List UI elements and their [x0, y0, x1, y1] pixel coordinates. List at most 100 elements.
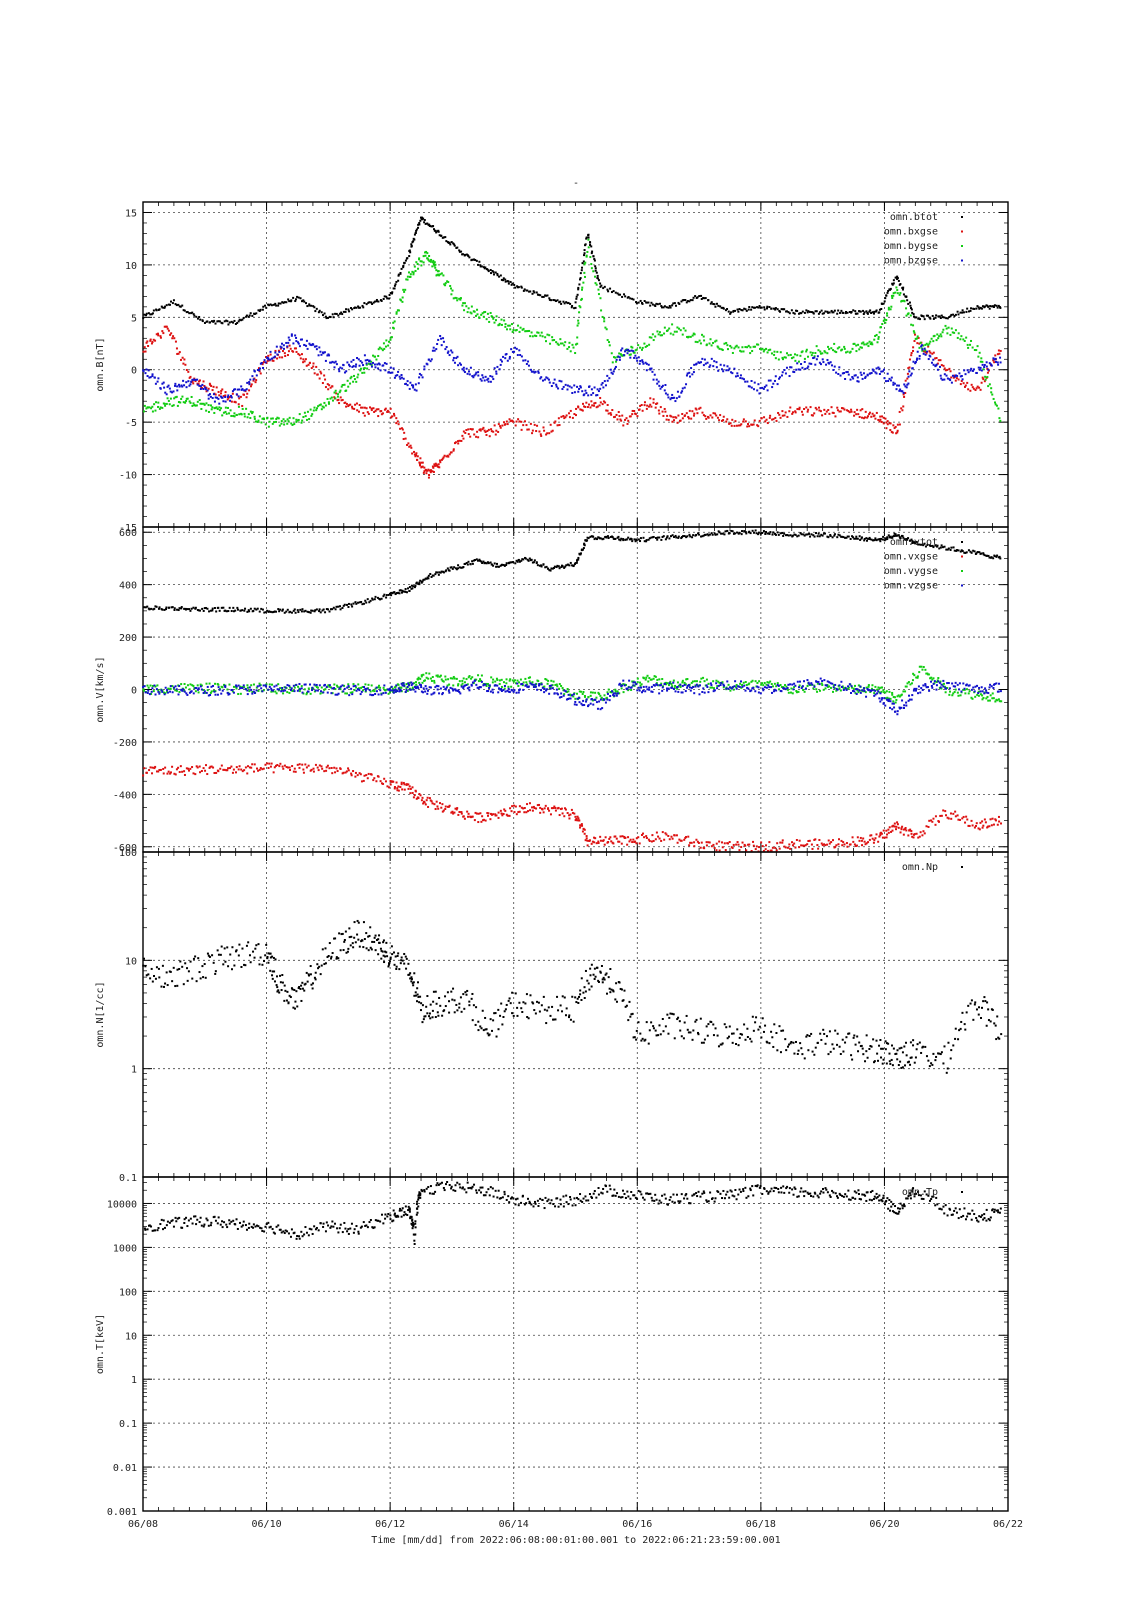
data-point — [376, 596, 379, 599]
data-point — [723, 842, 726, 845]
data-point — [560, 807, 563, 810]
data-point — [452, 356, 455, 359]
data-point — [878, 835, 881, 838]
data-point — [872, 369, 875, 372]
data-point — [827, 311, 830, 314]
data-point — [464, 253, 467, 256]
data-point — [405, 382, 408, 385]
data-point — [192, 606, 195, 609]
data-point — [282, 418, 285, 421]
data-point — [229, 399, 232, 402]
data-point — [659, 334, 662, 337]
y-tick-label: 200 — [119, 633, 137, 644]
data-point — [846, 350, 849, 353]
data-point — [962, 338, 965, 341]
data-point — [807, 310, 810, 313]
data-point — [175, 347, 178, 350]
data-point — [439, 571, 442, 574]
data-point — [582, 827, 585, 830]
data-point — [817, 312, 820, 315]
data-point — [429, 260, 432, 263]
data-point — [870, 538, 873, 541]
data-point — [370, 363, 373, 366]
data-point — [173, 337, 176, 340]
data-point — [254, 381, 257, 384]
data-point — [968, 824, 971, 827]
data-point — [787, 534, 790, 537]
data-point — [716, 533, 719, 536]
data-point — [808, 839, 811, 842]
data-point — [277, 683, 280, 686]
data-point — [885, 319, 888, 322]
data-point — [762, 350, 765, 353]
data-point — [225, 319, 228, 322]
data-point — [533, 423, 536, 426]
data-point — [406, 275, 409, 278]
data-point — [237, 405, 240, 408]
data-point — [712, 341, 715, 344]
data-point — [794, 411, 797, 414]
data-point — [581, 548, 584, 551]
data-point — [541, 379, 544, 382]
data-point — [737, 346, 740, 349]
data-point — [390, 594, 393, 597]
data-point — [663, 305, 666, 308]
data-point — [889, 308, 892, 311]
data-point — [887, 290, 890, 293]
data-point — [990, 556, 993, 559]
data-point — [471, 428, 474, 431]
data-point — [774, 846, 777, 849]
data-point — [902, 393, 905, 396]
data-point — [647, 838, 650, 841]
panel-1: -15-10-5051015omn.B[nT]omn.btotomn.bxgse… — [95, 201, 1009, 534]
data-point — [884, 417, 887, 420]
data-point — [350, 307, 353, 310]
data-point — [382, 297, 385, 300]
data-point — [908, 370, 911, 373]
data-point — [590, 400, 593, 403]
data-point — [173, 772, 176, 775]
data-point — [690, 841, 693, 844]
data-point — [832, 411, 835, 414]
data-point — [768, 306, 771, 309]
data-point — [334, 771, 337, 774]
data-point — [938, 315, 941, 318]
data-point — [978, 828, 981, 831]
data-point — [175, 304, 178, 307]
data-point — [932, 317, 935, 320]
data-point — [999, 419, 1002, 422]
data-point — [856, 312, 859, 315]
data-point — [324, 378, 327, 381]
data-point — [698, 361, 701, 364]
data-point — [555, 566, 558, 569]
data-point — [760, 841, 763, 844]
data-point — [558, 424, 561, 427]
data-point — [494, 319, 497, 322]
legend-entry-omn.btot: omn.btot — [890, 212, 938, 223]
series-omn.vtot — [143, 529, 1002, 614]
data-point — [407, 787, 410, 790]
data-point — [589, 241, 592, 244]
data-point — [932, 358, 935, 361]
data-point — [576, 819, 579, 822]
data-point — [337, 368, 340, 371]
data-point — [746, 380, 749, 383]
data-point — [486, 378, 489, 381]
data-point — [591, 404, 594, 407]
data-point — [290, 611, 293, 614]
data-point — [623, 293, 626, 296]
data-point — [734, 375, 737, 378]
data-point — [656, 382, 659, 385]
data-point — [635, 837, 638, 840]
data-point — [425, 250, 428, 253]
data-point — [779, 841, 782, 844]
data-point — [226, 688, 229, 691]
data-point — [689, 335, 692, 338]
data-point — [144, 606, 147, 609]
data-point — [866, 539, 869, 542]
data-point — [399, 377, 402, 380]
data-point — [576, 342, 579, 345]
data-point — [533, 334, 536, 337]
data-point — [407, 271, 410, 274]
data-point — [749, 532, 752, 535]
